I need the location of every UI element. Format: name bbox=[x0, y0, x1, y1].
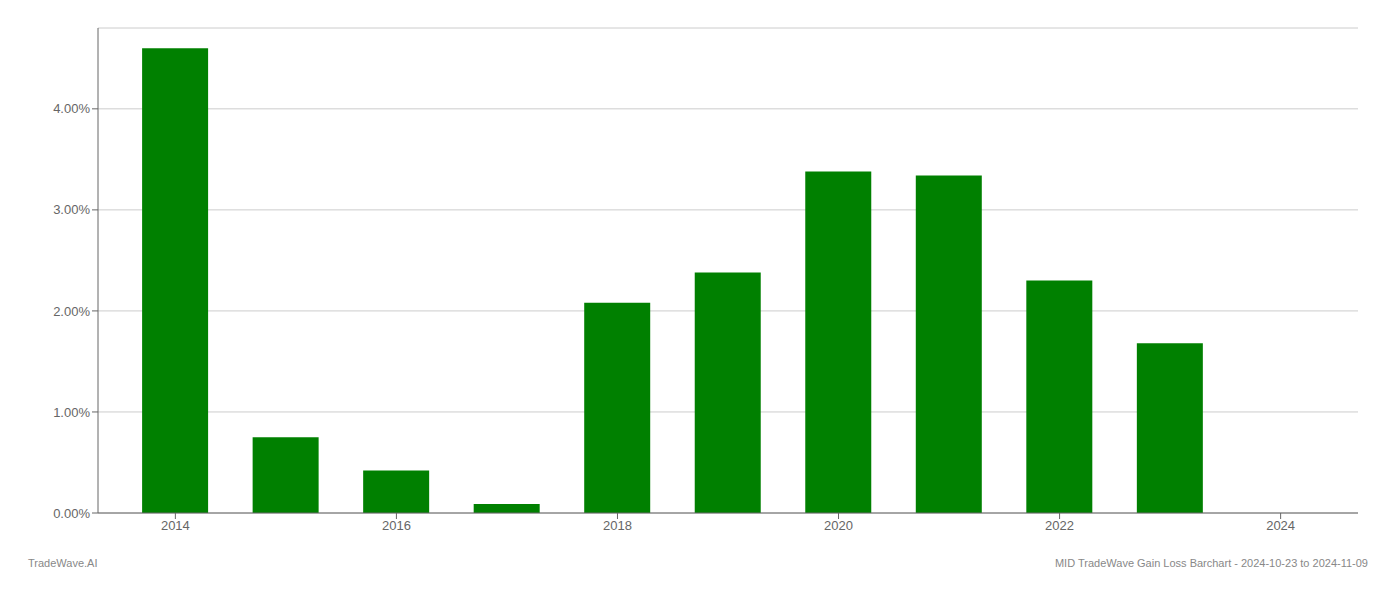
svg-text:2014: 2014 bbox=[161, 518, 190, 533]
svg-text:4.00%: 4.00% bbox=[53, 101, 90, 116]
svg-text:2016: 2016 bbox=[382, 518, 411, 533]
svg-text:0.00%: 0.00% bbox=[53, 506, 90, 521]
svg-text:3.00%: 3.00% bbox=[53, 202, 90, 217]
svg-text:2020: 2020 bbox=[824, 518, 853, 533]
svg-text:2024: 2024 bbox=[1266, 518, 1295, 533]
html-text:TradeWave.AI: TradeWave.AI bbox=[28, 557, 98, 569]
svg-text:2022: 2022 bbox=[1045, 518, 1074, 533]
svg-text:2018: 2018 bbox=[603, 518, 632, 533]
svg-text:2.00%: 2.00% bbox=[53, 304, 90, 319]
html-text:MID TradeWave Gain Loss Barcha: MID TradeWave Gain Loss Barchart - 2024-… bbox=[1054, 557, 1368, 569]
svg-text:1.00%: 1.00% bbox=[53, 405, 90, 420]
